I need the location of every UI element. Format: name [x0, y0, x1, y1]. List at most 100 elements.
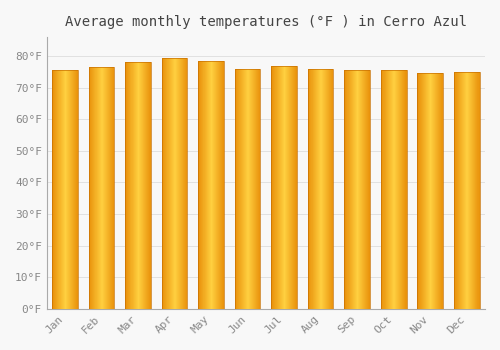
Bar: [73, 70, 74, 309]
Bar: [148, 62, 149, 309]
Bar: [129, 62, 130, 309]
Bar: [93, 67, 94, 309]
Bar: [402, 70, 403, 309]
Bar: [478, 72, 479, 309]
Bar: [461, 72, 462, 309]
Bar: [205, 61, 206, 309]
Bar: [137, 62, 138, 309]
Bar: [69, 70, 70, 309]
Bar: [68, 70, 69, 309]
Bar: [384, 70, 385, 309]
Bar: [184, 58, 185, 309]
Bar: [110, 67, 111, 309]
Bar: [436, 74, 437, 309]
Bar: [236, 69, 237, 309]
Bar: [361, 70, 362, 309]
Bar: [320, 69, 321, 309]
Bar: [387, 70, 388, 309]
Bar: [479, 72, 480, 309]
Bar: [437, 74, 438, 309]
Bar: [425, 74, 426, 309]
Bar: [164, 58, 165, 309]
Bar: [292, 65, 293, 309]
Bar: [147, 62, 148, 309]
Bar: [211, 61, 212, 309]
Bar: [221, 61, 222, 309]
Bar: [113, 67, 114, 309]
Bar: [133, 62, 134, 309]
Bar: [201, 61, 202, 309]
Bar: [244, 69, 245, 309]
Bar: [235, 69, 260, 309]
Bar: [218, 61, 219, 309]
Bar: [186, 58, 187, 309]
Bar: [390, 70, 391, 309]
Bar: [457, 72, 458, 309]
Bar: [311, 69, 312, 309]
Bar: [288, 65, 289, 309]
Bar: [175, 58, 176, 309]
Bar: [399, 70, 400, 309]
Bar: [365, 70, 366, 309]
Bar: [291, 65, 292, 309]
Bar: [138, 62, 139, 309]
Bar: [106, 67, 108, 309]
Bar: [472, 72, 473, 309]
Bar: [423, 74, 424, 309]
Bar: [419, 74, 420, 309]
Bar: [344, 70, 345, 309]
Bar: [131, 62, 132, 309]
Bar: [454, 72, 479, 309]
Bar: [348, 70, 349, 309]
Bar: [255, 69, 256, 309]
Bar: [277, 65, 278, 309]
Bar: [464, 72, 465, 309]
Bar: [170, 58, 171, 309]
Bar: [290, 65, 291, 309]
Bar: [150, 62, 151, 309]
Bar: [220, 61, 221, 309]
Bar: [95, 67, 96, 309]
Bar: [256, 69, 257, 309]
Bar: [475, 72, 476, 309]
Bar: [356, 70, 357, 309]
Bar: [394, 70, 396, 309]
Bar: [238, 69, 239, 309]
Bar: [253, 69, 254, 309]
Bar: [280, 65, 281, 309]
Bar: [346, 70, 347, 309]
Bar: [473, 72, 474, 309]
Bar: [283, 65, 284, 309]
Bar: [352, 70, 353, 309]
Bar: [252, 69, 253, 309]
Bar: [67, 70, 68, 309]
Bar: [466, 72, 468, 309]
Bar: [381, 70, 406, 309]
Bar: [272, 65, 273, 309]
Bar: [126, 62, 127, 309]
Bar: [468, 72, 469, 309]
Bar: [286, 65, 288, 309]
Bar: [476, 72, 477, 309]
Bar: [60, 70, 61, 309]
Bar: [235, 69, 236, 309]
Bar: [276, 65, 277, 309]
Bar: [474, 72, 475, 309]
Bar: [332, 69, 333, 309]
Bar: [61, 70, 62, 309]
Bar: [130, 62, 131, 309]
Bar: [328, 69, 329, 309]
Bar: [240, 69, 241, 309]
Bar: [162, 58, 163, 309]
Bar: [57, 70, 58, 309]
Bar: [434, 74, 435, 309]
Bar: [127, 62, 128, 309]
Bar: [183, 58, 184, 309]
Bar: [149, 62, 150, 309]
Bar: [112, 67, 113, 309]
Bar: [89, 67, 114, 309]
Bar: [355, 70, 356, 309]
Bar: [275, 65, 276, 309]
Bar: [435, 74, 436, 309]
Bar: [100, 67, 101, 309]
